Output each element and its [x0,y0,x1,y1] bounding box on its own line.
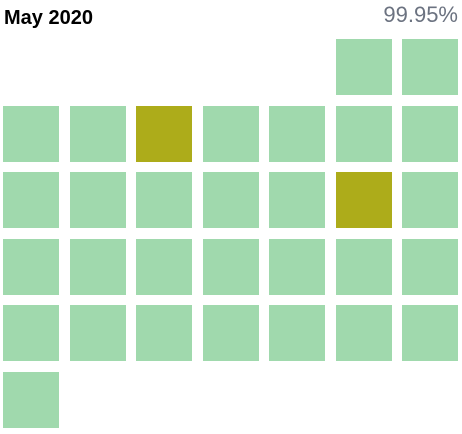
day-status-18[interactable] [69,238,126,295]
uptime-percentage: 99.95% [383,2,458,27]
calendar-empty-cell [203,39,259,95]
day-status-24[interactable] [3,305,59,361]
uptime-calendar-grid [3,39,458,428]
day-status-20[interactable] [202,238,259,295]
day-status-4[interactable] [69,105,126,162]
calendar-header: May 2020 99.95% [0,0,462,34]
day-status-15[interactable] [335,172,392,228]
day-status-16[interactable] [402,172,458,228]
day-status-8[interactable] [335,105,392,162]
day-status-22[interactable] [335,238,392,295]
calendar-empty-cell [70,39,126,95]
month-title: May 2020 [4,7,93,29]
day-status-7[interactable] [269,105,325,162]
day-status-9[interactable] [402,105,458,162]
day-status-30[interactable] [402,305,458,361]
day-status-6[interactable] [202,105,259,162]
day-status-12[interactable] [136,172,192,228]
day-status-26[interactable] [136,305,192,361]
calendar-empty-cell [3,39,59,95]
day-status-31[interactable] [3,371,59,428]
day-status-19[interactable] [136,238,192,295]
calendar-empty-cell [136,39,192,95]
day-status-17[interactable] [3,238,59,295]
day-status-13[interactable] [202,172,259,228]
day-status-29[interactable] [335,305,392,361]
day-status-21[interactable] [269,238,325,295]
day-status-14[interactable] [269,172,325,228]
day-status-10[interactable] [3,172,59,228]
day-status-5[interactable] [136,105,192,162]
day-status-3[interactable] [3,105,59,162]
day-status-2[interactable] [402,39,458,95]
day-status-11[interactable] [69,172,126,228]
day-status-1[interactable] [335,39,392,95]
day-status-25[interactable] [69,305,126,361]
day-status-28[interactable] [269,305,325,361]
day-status-23[interactable] [402,238,458,295]
day-status-27[interactable] [202,305,259,361]
calendar-empty-cell [269,39,325,95]
